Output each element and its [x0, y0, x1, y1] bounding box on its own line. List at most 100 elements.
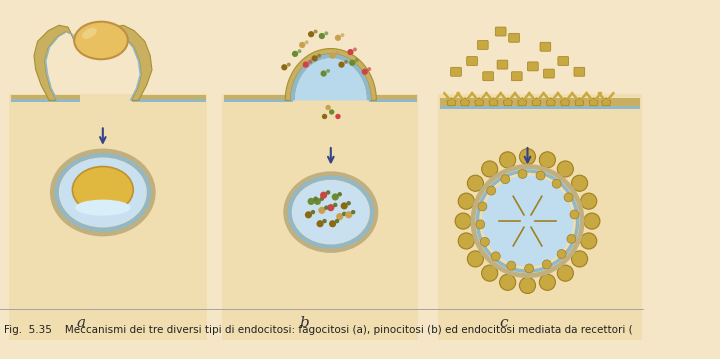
Polygon shape [291, 54, 371, 101]
Circle shape [329, 109, 334, 115]
Circle shape [317, 220, 324, 227]
Circle shape [320, 196, 324, 201]
Circle shape [584, 213, 600, 229]
Circle shape [346, 201, 351, 205]
Circle shape [338, 61, 345, 68]
Circle shape [482, 161, 498, 177]
FancyBboxPatch shape [497, 60, 508, 69]
Polygon shape [48, 37, 59, 48]
Circle shape [319, 33, 325, 39]
Polygon shape [123, 37, 134, 48]
FancyBboxPatch shape [222, 94, 418, 340]
Circle shape [344, 60, 348, 64]
Circle shape [482, 265, 498, 281]
Circle shape [478, 202, 487, 211]
FancyBboxPatch shape [440, 98, 640, 106]
Circle shape [336, 213, 343, 220]
FancyBboxPatch shape [451, 67, 462, 76]
Circle shape [361, 69, 368, 75]
Ellipse shape [73, 167, 133, 213]
Circle shape [347, 49, 354, 55]
FancyBboxPatch shape [495, 27, 506, 36]
Ellipse shape [482, 176, 573, 267]
Polygon shape [50, 88, 58, 101]
Polygon shape [447, 98, 456, 106]
Circle shape [327, 204, 334, 211]
Circle shape [287, 63, 291, 66]
Polygon shape [106, 34, 111, 43]
Circle shape [338, 192, 342, 196]
Circle shape [314, 29, 318, 33]
Circle shape [282, 64, 287, 70]
Circle shape [480, 237, 490, 246]
Text: b: b [300, 316, 310, 330]
Polygon shape [489, 98, 498, 106]
Ellipse shape [74, 22, 128, 59]
Text: Fig.  5.35    Meccanismi dei tre diversi tipi di endocitosi: fagocitosi (a), pin: Fig. 5.35 Meccanismi dei tre diversi tip… [4, 325, 633, 335]
Circle shape [341, 202, 348, 209]
Circle shape [467, 175, 483, 191]
Circle shape [341, 33, 344, 37]
Circle shape [367, 67, 372, 71]
Circle shape [501, 175, 510, 184]
Polygon shape [71, 34, 77, 43]
Circle shape [307, 198, 315, 205]
FancyBboxPatch shape [544, 69, 554, 78]
Circle shape [500, 274, 516, 290]
Circle shape [335, 219, 339, 223]
Circle shape [323, 219, 327, 223]
Text: a: a [76, 316, 85, 330]
Text: c: c [499, 316, 508, 330]
Polygon shape [34, 25, 75, 101]
Circle shape [318, 207, 325, 214]
Circle shape [326, 69, 330, 73]
Circle shape [467, 251, 483, 267]
Circle shape [308, 60, 312, 64]
Polygon shape [518, 98, 526, 106]
Circle shape [500, 152, 516, 168]
FancyBboxPatch shape [223, 95, 293, 99]
FancyBboxPatch shape [467, 57, 477, 65]
Polygon shape [45, 61, 48, 74]
Circle shape [552, 179, 561, 188]
Circle shape [313, 196, 318, 201]
Circle shape [458, 193, 474, 209]
Circle shape [536, 171, 545, 180]
FancyBboxPatch shape [132, 95, 206, 99]
Circle shape [539, 274, 555, 290]
Polygon shape [474, 98, 484, 106]
Circle shape [302, 61, 309, 68]
Circle shape [519, 149, 536, 165]
Circle shape [572, 175, 588, 191]
Circle shape [345, 211, 352, 218]
Polygon shape [295, 59, 366, 101]
Polygon shape [575, 98, 584, 106]
Polygon shape [546, 98, 555, 106]
Circle shape [455, 213, 471, 229]
Circle shape [308, 31, 314, 37]
Circle shape [333, 203, 338, 207]
Circle shape [324, 205, 328, 210]
Circle shape [491, 252, 500, 261]
Ellipse shape [60, 158, 146, 227]
Circle shape [335, 35, 341, 41]
Polygon shape [47, 74, 52, 88]
Circle shape [351, 210, 356, 214]
Circle shape [519, 278, 536, 294]
Circle shape [487, 186, 495, 195]
FancyBboxPatch shape [540, 42, 551, 51]
FancyBboxPatch shape [132, 99, 206, 102]
Circle shape [325, 105, 330, 110]
Circle shape [299, 42, 305, 48]
Circle shape [320, 70, 327, 77]
FancyBboxPatch shape [369, 99, 417, 102]
Circle shape [525, 264, 534, 273]
FancyBboxPatch shape [9, 94, 207, 340]
FancyBboxPatch shape [11, 99, 81, 102]
Polygon shape [285, 48, 377, 101]
Circle shape [335, 51, 339, 55]
FancyBboxPatch shape [440, 106, 640, 109]
Polygon shape [45, 48, 50, 61]
Circle shape [329, 220, 336, 227]
Circle shape [330, 52, 336, 59]
